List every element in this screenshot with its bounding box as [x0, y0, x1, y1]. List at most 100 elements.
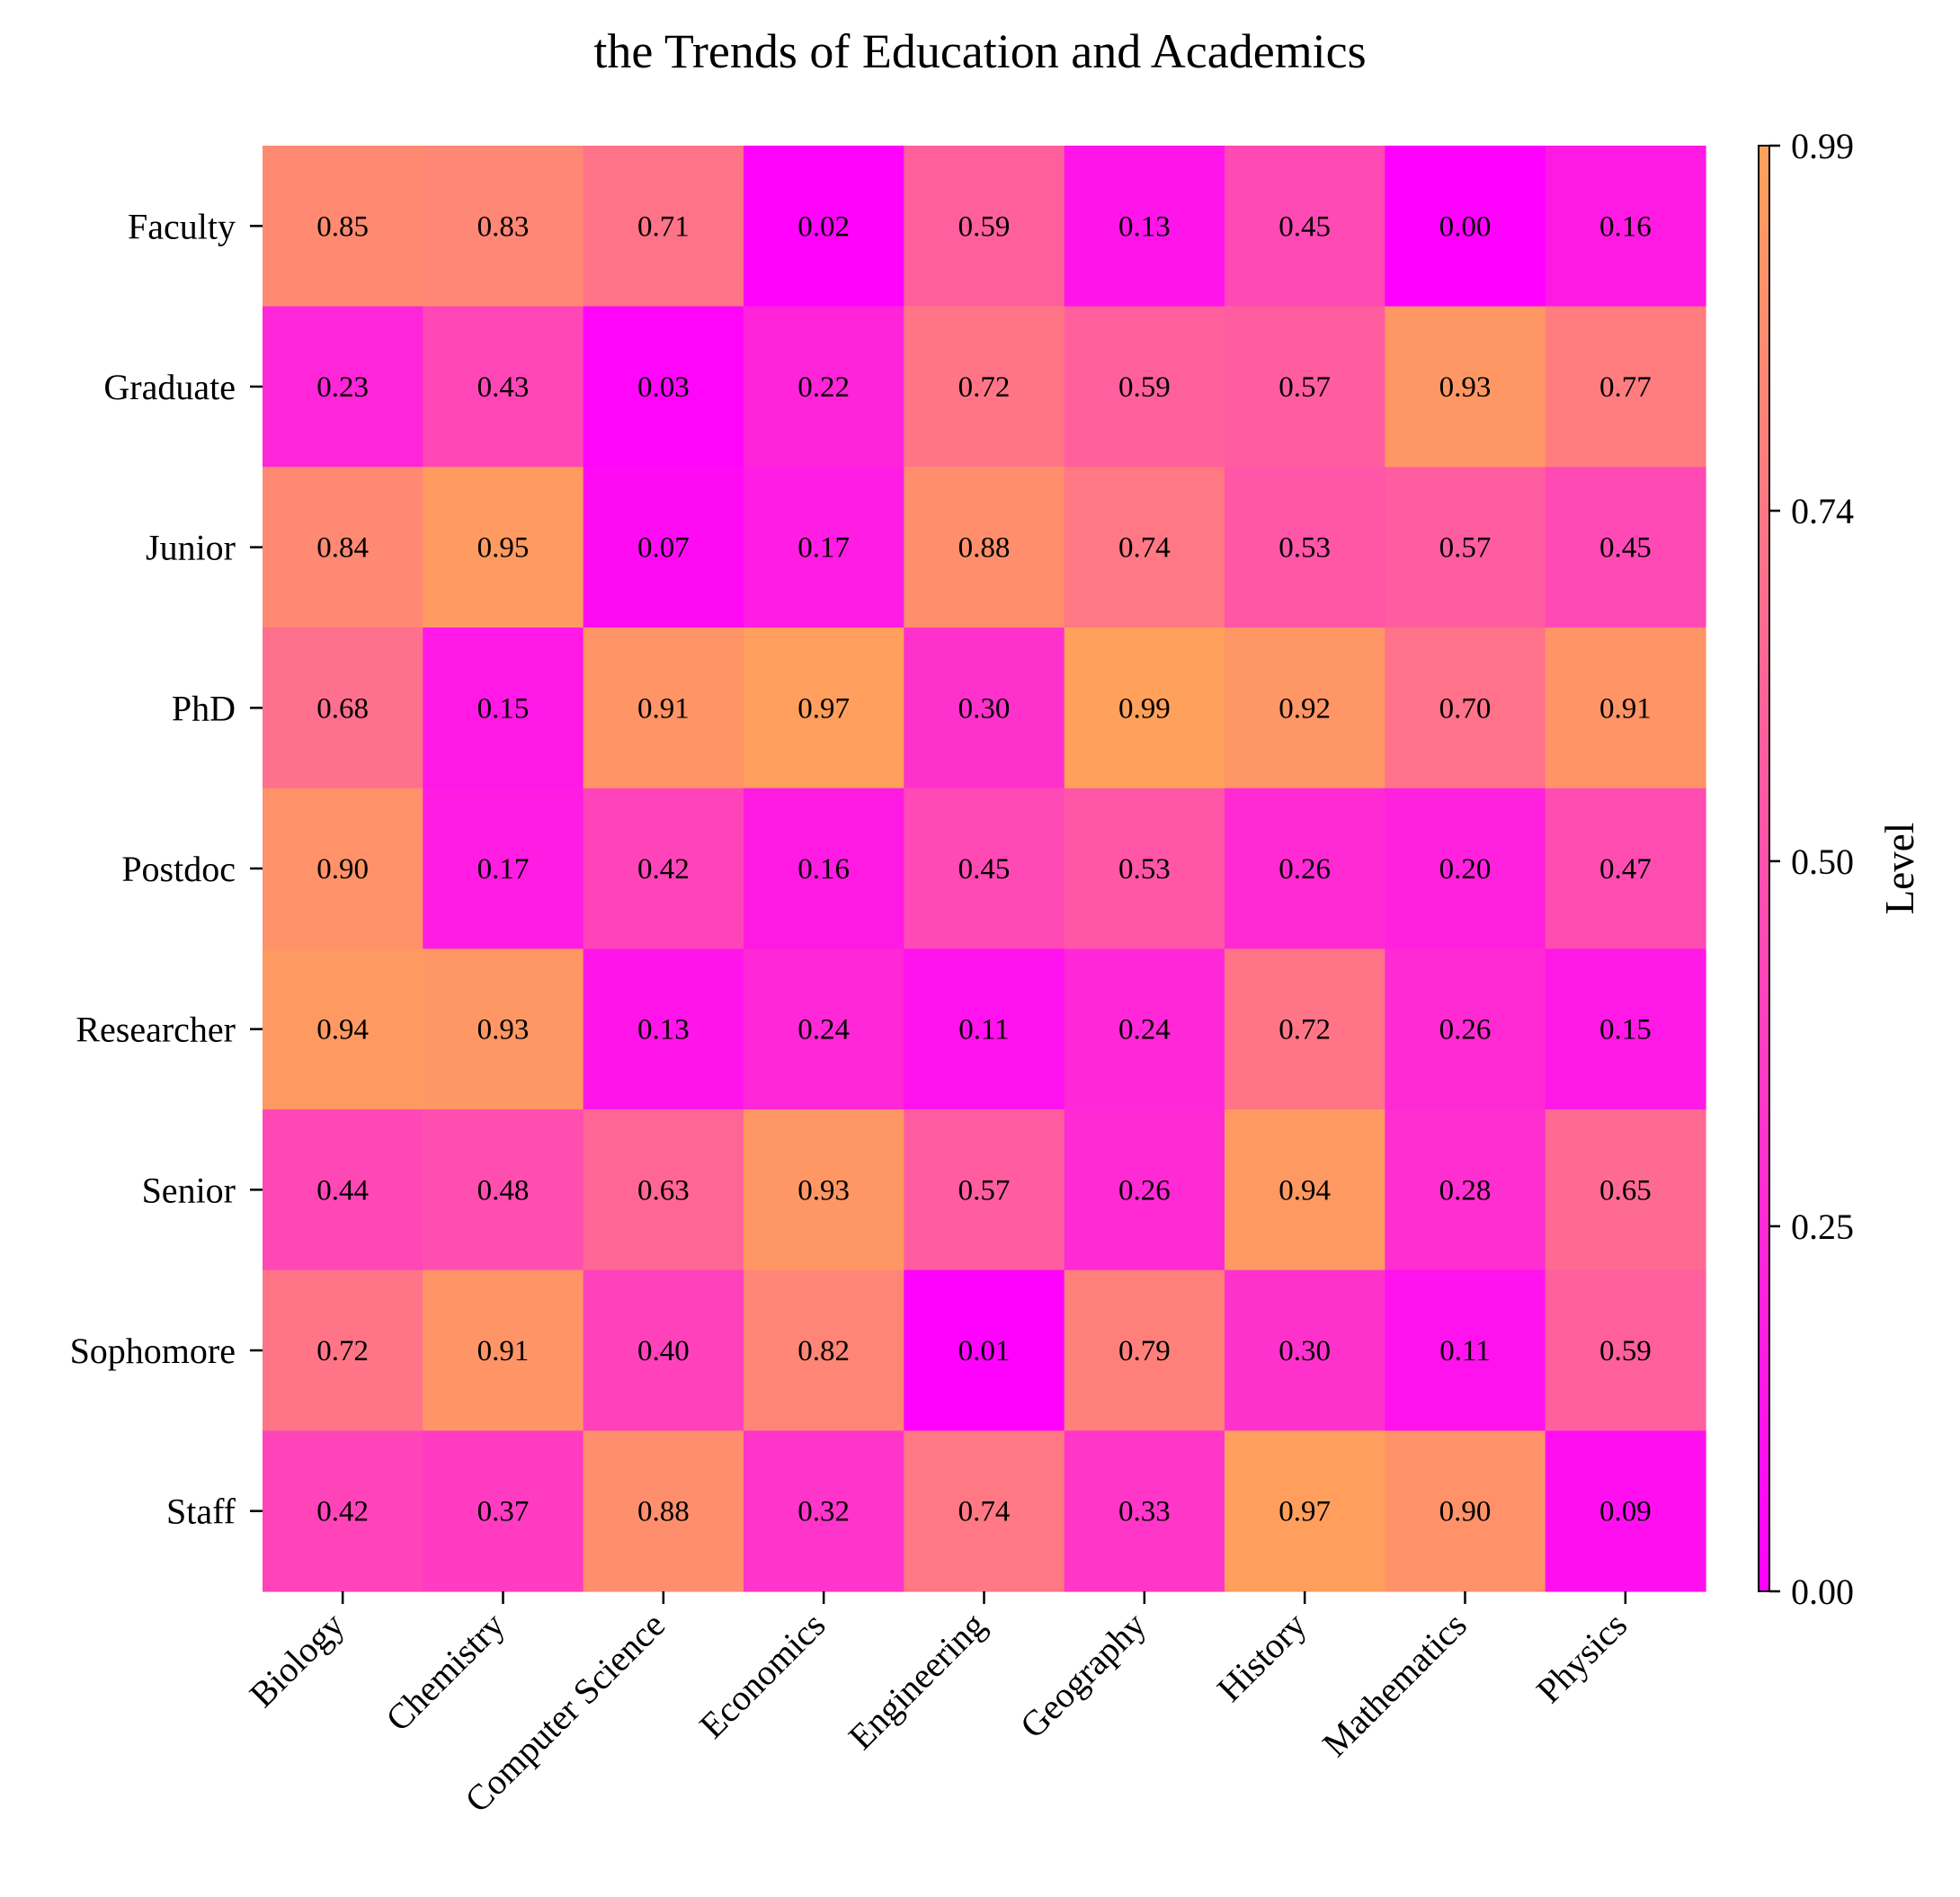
cell-value-label: 0.72: [316, 1335, 369, 1367]
heatmap-cell: [1225, 1109, 1385, 1271]
cell-value-label: 0.43: [477, 371, 530, 404]
cell-value-label: 0.45: [1599, 532, 1652, 565]
heatmap-cell: [583, 306, 744, 468]
x-tick-label: Chemistry: [378, 1605, 512, 1740]
heatmap-cell: [1225, 467, 1385, 628]
heatmap-cell: [1545, 467, 1706, 628]
cell-value-label: 0.33: [1118, 1496, 1171, 1528]
cell-value-label: 0.70: [1439, 692, 1492, 725]
x-tick-label: Engineering: [841, 1605, 993, 1758]
cell-value-label: 0.74: [958, 1496, 1011, 1528]
cell-value-label: 0.99: [1118, 692, 1171, 725]
chart-title: the Trends of Education and Academics: [593, 24, 1366, 78]
cell-value-label: 0.93: [1439, 371, 1492, 404]
heatmap-cell: [583, 788, 744, 949]
heatmap-cell: [583, 1269, 744, 1431]
cell-value-label: 0.16: [797, 853, 850, 886]
cell-value-label: 0.53: [1278, 532, 1331, 565]
heatmap-cell: [583, 146, 744, 307]
cell-value-label: 0.00: [1439, 210, 1492, 243]
heatmap-cell: [423, 948, 584, 1110]
cell-value-label: 0.15: [1599, 1014, 1652, 1046]
heatmap-cell: [744, 628, 904, 789]
heatmap-cell: [1385, 788, 1546, 949]
heatmap-cell: [904, 306, 1065, 468]
heatmap-cell: [263, 1430, 423, 1592]
cell-value-label: 0.42: [637, 853, 690, 886]
colorbar-label: Level: [1877, 823, 1922, 914]
heatmap-cell: [1385, 948, 1546, 1110]
cell-value-label: 0.48: [477, 1174, 530, 1207]
heatmap-cell: [423, 1109, 584, 1271]
heatmap-cell: [423, 146, 584, 307]
heatmap-cell: [263, 628, 423, 789]
cell-value-label: 0.47: [1599, 853, 1652, 886]
cell-value-label: 0.88: [958, 532, 1011, 565]
cell-value-label: 0.68: [316, 692, 369, 725]
cell-value-label: 0.57: [1439, 532, 1492, 565]
heatmap-cell: [1545, 1109, 1706, 1271]
heatmap-cell: [263, 146, 423, 307]
heatmap-cell: [423, 306, 584, 468]
heatmap-cell: [1064, 1269, 1225, 1431]
cell-value-label: 0.16: [1599, 210, 1652, 243]
cell-value-label: 0.93: [477, 1014, 530, 1046]
cell-value-label: 0.94: [1278, 1174, 1331, 1207]
heatmap-cell: [1545, 948, 1706, 1110]
heatmap-cell: [1225, 1269, 1385, 1431]
cell-value-label: 0.11: [1439, 1335, 1491, 1367]
cell-value-label: 0.90: [316, 853, 369, 886]
colorbar-tick-label: 0.99: [1791, 126, 1854, 166]
cell-value-label: 0.92: [1278, 692, 1331, 725]
cell-value-label: 0.17: [797, 532, 850, 565]
heatmap-cell: [1545, 146, 1706, 307]
cell-value-label: 0.97: [797, 692, 850, 725]
heatmap-cell: [1225, 306, 1385, 468]
heatmap-cell: [744, 1430, 904, 1592]
cell-value-label: 0.83: [477, 210, 530, 243]
y-tick-label: Sophomore: [70, 1331, 236, 1371]
heatmap-cell: [744, 306, 904, 468]
cell-value-label: 0.24: [797, 1014, 850, 1046]
colorbar: 0.00 0.25 0.50 0.74 0.99 Level: [1758, 126, 1922, 1612]
heatmap-cell: [263, 948, 423, 1110]
cell-value-label: 0.44: [316, 1174, 369, 1207]
cell-value-label: 0.84: [316, 532, 369, 565]
cell-value-label: 0.28: [1439, 1174, 1492, 1207]
colorbar-tick-label: 0.74: [1791, 491, 1854, 531]
cell-value-label: 0.59: [1599, 1335, 1652, 1367]
heatmap-cell: [904, 1269, 1065, 1431]
cell-value-label: 0.11: [958, 1014, 1010, 1046]
cell-value-label: 0.09: [1599, 1496, 1652, 1528]
heatmap-cell: [1064, 1109, 1225, 1271]
cell-value-label: 0.63: [637, 1174, 690, 1207]
colorbar-tick-label: 0.00: [1791, 1572, 1854, 1612]
cell-value-label: 0.30: [958, 692, 1011, 725]
heatmap-cell: [423, 788, 584, 949]
cell-value-label: 0.22: [797, 371, 850, 404]
heatmap-cell: [1225, 1430, 1385, 1592]
heatmap-cell: [263, 467, 423, 628]
cell-value-label: 0.77: [1599, 371, 1652, 404]
cell-value-label: 0.79: [1118, 1335, 1171, 1367]
heatmap-cell: [583, 467, 744, 628]
heatmap-cell: [263, 1109, 423, 1271]
heatmap-cell: [1385, 628, 1546, 789]
cell-value-label: 0.57: [1278, 371, 1331, 404]
cell-value-label: 0.17: [477, 853, 530, 886]
y-tick-label: PhD: [172, 688, 236, 728]
cell-value-label: 0.65: [1599, 1174, 1652, 1207]
heatmap-cell: [583, 1109, 744, 1271]
y-tick-label: Postdoc: [121, 849, 236, 889]
y-tick-label: Staff: [166, 1492, 236, 1532]
heatmap-cell: [583, 1430, 744, 1592]
cell-value-label: 0.72: [958, 371, 1011, 404]
heatmap-cell: [1545, 788, 1706, 949]
cell-value-label: 0.26: [1439, 1014, 1492, 1046]
cell-value-label: 0.32: [797, 1496, 850, 1528]
cell-value-label: 0.02: [797, 210, 850, 243]
heatmap-cell: [423, 467, 584, 628]
heatmap-cell: [1064, 628, 1225, 789]
heatmap-cell: [583, 948, 744, 1110]
